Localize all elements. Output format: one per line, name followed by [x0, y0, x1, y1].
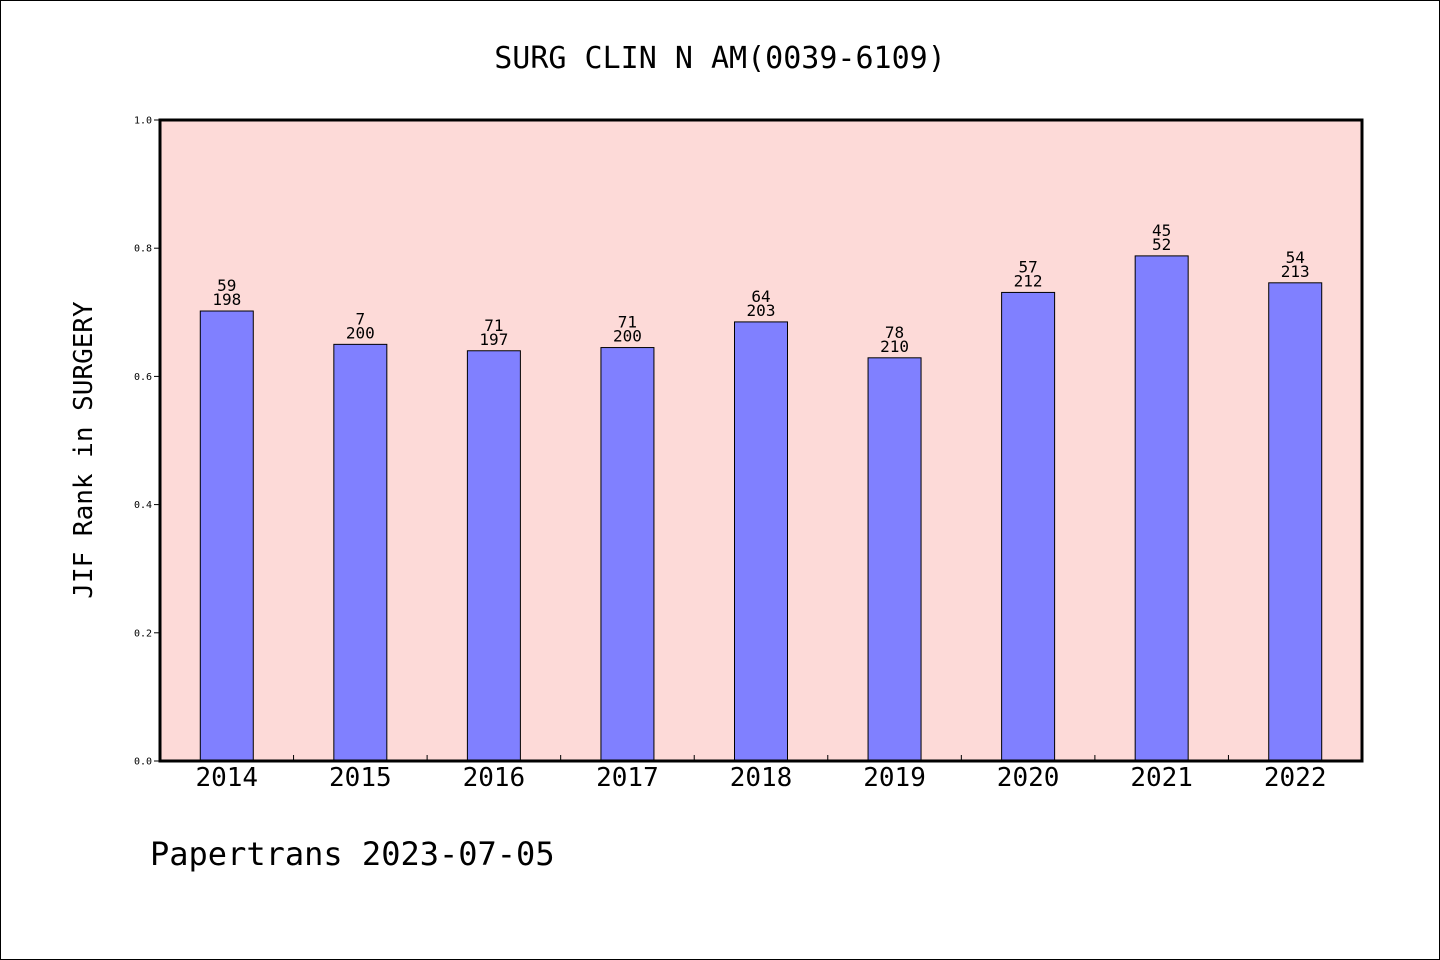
bar-total-label: 213: [1281, 262, 1310, 281]
plot-frame: [158, 118, 1364, 763]
y-tick-label: 0.2: [134, 628, 152, 639]
x-tick-label: 2017: [596, 763, 659, 793]
y-tick-label: 0.8: [134, 244, 152, 255]
bar-rank-label: 54: [1286, 248, 1305, 267]
bar-rank-label: 64: [751, 287, 770, 306]
x-tick-label: 2014: [195, 763, 258, 793]
bar-total-label: 203: [747, 301, 776, 320]
y-axis-label: JIF Rank in SURGERY: [69, 301, 99, 599]
bar-rank-label: 78: [885, 323, 904, 342]
x-tick-label: 2016: [463, 763, 526, 793]
x-tick-label: 2022: [1264, 763, 1327, 793]
x-axis: 2014 2015 2016 2017 2018 2019 2020 2021 2022: [195, 755, 1327, 793]
bar-2015: [333, 343, 388, 762]
bar-rank-label: 59: [217, 276, 236, 295]
y-axis: 0.0 0.2 0.4 0.6 0.8 1.0: [134, 116, 160, 768]
bar-2016: [466, 350, 521, 762]
bar-total-label: 198: [212, 290, 241, 309]
bar-rank-label: 45: [1152, 221, 1171, 240]
bar-2018: [734, 321, 788, 762]
bar-rank-label: 57: [1018, 257, 1037, 276]
watermark-text: Papertrans 2023-07-05: [150, 835, 555, 873]
y-tick-label: 0.6: [134, 372, 152, 383]
bar-rank-label: 71: [618, 313, 637, 332]
bar-2017: [600, 347, 655, 762]
x-tick-label: 2021: [1130, 763, 1193, 793]
bar-2020: [1001, 291, 1056, 762]
bar-rank-label: 71: [484, 316, 503, 335]
bar-series: [199, 255, 1323, 762]
x-tick-label: 2019: [863, 763, 926, 793]
bar-2021: [1134, 255, 1189, 762]
bar-total-label: 197: [479, 330, 508, 349]
bar-2022: [1268, 282, 1323, 762]
bar-total-label: 212: [1014, 271, 1043, 290]
bar-2019: [867, 357, 922, 762]
y-tick-label: 1.0: [134, 116, 152, 127]
bar-2014: [199, 310, 254, 762]
bar-rank-label: 7: [356, 309, 366, 328]
x-tick-label: 2018: [730, 763, 793, 793]
x-tick-label: 2020: [997, 763, 1060, 793]
bar-total-label: 210: [880, 337, 909, 356]
chart-title: SURG CLIN N AM(0039-6109): [494, 41, 946, 76]
bar-total-label: 200: [346, 323, 375, 342]
y-tick-label: 0.0: [134, 757, 152, 768]
bar-total-label: 52: [1152, 235, 1171, 254]
x-tick-label: 2015: [329, 763, 392, 793]
y-tick-label: 0.4: [134, 500, 152, 511]
bar-total-label: 200: [613, 327, 642, 346]
